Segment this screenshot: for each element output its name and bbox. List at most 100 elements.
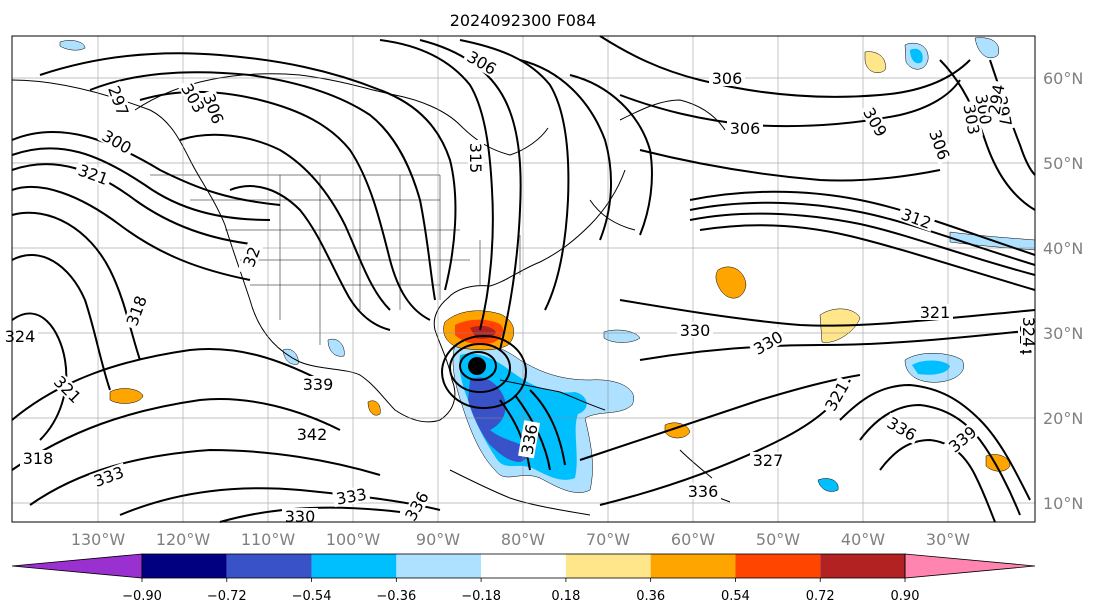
colorbar-bin	[565, 554, 651, 578]
contour-label: 339	[303, 375, 334, 394]
contour-label-bg	[122, 290, 150, 331]
colorbar-label: −0.54	[292, 589, 332, 604]
contour-label-bg	[20, 450, 56, 466]
contour-label: 306	[712, 69, 743, 88]
contour-label-bg	[73, 160, 114, 188]
colorbar: −0.90 −0.72 −0.54 −0.36 −0.18 0.18 0.36 0.54 0.7…	[11, 553, 1036, 604]
colorbar-label: 0.36	[636, 589, 665, 604]
contour-label: 321	[920, 303, 951, 322]
contour-label-bg	[400, 486, 433, 526]
lon-label: 70°W	[586, 530, 630, 549]
contour-label-bg	[468, 140, 484, 176]
lon-label: 90°W	[416, 530, 460, 549]
shade-blob-6	[974, 37, 1000, 59]
contour-label: 336	[688, 482, 719, 501]
contour-label-bg	[282, 508, 318, 524]
colorbar-label: −0.72	[207, 589, 247, 604]
contour-label-bg	[985, 80, 1008, 119]
shade-blob-1	[715, 266, 747, 299]
colorbar-bin	[650, 554, 736, 578]
contour-label-bg	[294, 426, 330, 442]
lon-label: 80°W	[501, 530, 545, 549]
contour-label-bg	[859, 102, 892, 142]
shade-blob-14	[367, 400, 381, 416]
colorbar-border	[141, 553, 906, 579]
contour-label-bg	[943, 421, 982, 457]
state-borders	[150, 174, 521, 345]
shade-blob-12	[864, 51, 886, 73]
colorbar-label: −0.90	[122, 589, 162, 604]
contour-label: 330	[680, 321, 711, 340]
lon-label: 100°W	[326, 530, 381, 549]
colorbar-bin	[226, 554, 312, 578]
colorbar-label: 0.54	[721, 589, 750, 604]
contour-label-bg	[97, 125, 137, 158]
contour-label-bg	[926, 124, 954, 165]
contour-label-bg	[709, 70, 745, 86]
contour-label-bg	[105, 80, 133, 121]
longitude-labels: 130°W 120°W 110°W 100°W 90°W 80°W 70°W 60°W 50°W…	[71, 530, 970, 549]
contour-label-bg	[332, 485, 371, 508]
contour-label-bg	[49, 370, 87, 408]
contour-label-bg	[750, 452, 786, 468]
storm-center-marker	[468, 357, 486, 375]
colorbar-bin	[735, 554, 821, 578]
colorbar-label: −0.18	[461, 589, 501, 604]
contour-label-bg	[2, 328, 38, 344]
map-title: 2024092300 F084	[450, 11, 597, 30]
lon-label: 60°W	[671, 530, 715, 549]
colorbar-label: 0.90	[891, 589, 920, 604]
shade-blob-10	[664, 422, 691, 439]
contour-label: 330	[285, 507, 316, 526]
graticule	[12, 36, 1035, 522]
contour-label-bg	[237, 236, 265, 277]
contour-label-bg	[462, 46, 502, 79]
contour-label-bg	[685, 483, 721, 499]
contour-label-bg	[1021, 314, 1037, 350]
lon-label: 120°W	[156, 530, 211, 549]
contour-label-bg	[677, 322, 713, 338]
contour-label-bg	[727, 120, 763, 136]
contour-label-bg	[896, 204, 937, 232]
lon-label: 30°W	[926, 530, 970, 549]
colorbar-bin	[311, 554, 397, 578]
shade-blob-13	[59, 40, 86, 51]
shade-blob-16	[817, 478, 839, 492]
map-frame	[11, 35, 1036, 523]
shade-blob-8	[109, 388, 144, 404]
lon-label: 50°W	[756, 530, 800, 549]
contour-label: 318	[23, 449, 54, 468]
colorbar-extend-high	[904, 553, 1036, 579]
colorbar-bin	[481, 554, 566, 578]
shade-blob-5	[910, 48, 923, 64]
colorbar-label: 0.18	[551, 589, 580, 604]
contour-label: 324	[1019, 317, 1038, 348]
contour-label-bg	[177, 78, 210, 118]
contour-label-bg	[820, 376, 853, 416]
coastlines	[11, 73, 731, 516]
lon-label: 130°W	[71, 530, 126, 549]
contour-label-bg	[300, 376, 336, 392]
lat-label: 40°N	[1043, 239, 1083, 258]
lat-label: 10°N	[1043, 494, 1083, 513]
colorbar-label: −0.36	[376, 589, 416, 604]
colorbar-bin	[820, 554, 905, 578]
lat-label: 60°N	[1043, 69, 1083, 88]
shade-blob-3	[912, 360, 950, 375]
latitude-labels: 60°N 50°N 40°N 30°N 20°N 10°N	[1043, 69, 1083, 513]
contour-labels: 3063063063093063033002972943033062973003…	[2, 46, 1038, 526]
contour-label-bg	[88, 462, 129, 490]
colorbar-label: 0.72	[806, 589, 835, 604]
contour-label: 315	[466, 143, 485, 174]
lat-label: 30°N	[1043, 324, 1083, 343]
contour-label: 324	[5, 327, 36, 346]
contour-label-bg	[518, 420, 541, 459]
contour-label-bg	[748, 326, 788, 359]
lon-label: 40°W	[841, 530, 885, 549]
lon-label: 110°W	[241, 530, 296, 549]
shade-blob-18	[327, 338, 345, 357]
contour-label-bg	[917, 304, 953, 320]
lat-label: 50°N	[1043, 154, 1083, 173]
colorbar-bin	[142, 554, 227, 578]
